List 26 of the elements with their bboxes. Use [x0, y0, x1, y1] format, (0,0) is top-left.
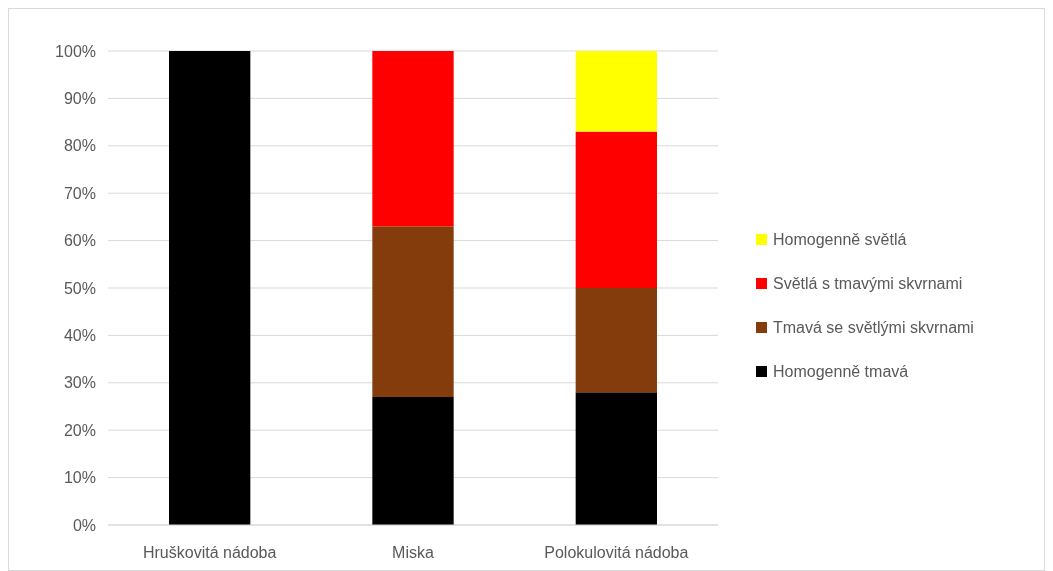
y-tick-label: 0% — [72, 516, 96, 534]
x-tick-label: Hruškovitá nádoba — [142, 544, 277, 561]
y-tick-label: 50% — [63, 279, 96, 297]
bar — [372, 226, 454, 398]
bar — [575, 51, 657, 132]
y-tick-label: 30% — [63, 374, 96, 392]
y-tick-label: 70% — [63, 184, 96, 202]
bar — [372, 397, 454, 525]
y-tick-label: 40% — [63, 327, 96, 344]
y-tick-label: 90% — [63, 90, 96, 107]
x-tick-label: Miska — [392, 544, 434, 561]
legend-label: Homogenně tmavá — [773, 362, 909, 380]
bar — [575, 392, 657, 525]
legend-label: Homogenně světlá — [773, 230, 907, 248]
x-tick-label: Polokulovitá nádoba — [544, 544, 689, 561]
y-tick-label: 60% — [63, 232, 96, 250]
bar — [575, 131, 657, 288]
legend-label: Světlá s tmavými skvrnami — [773, 274, 963, 292]
bar — [575, 288, 657, 393]
bar — [372, 51, 454, 227]
legend-label: Tmavá se světlými skvrnami — [773, 318, 974, 336]
y-tick-label: 80% — [63, 137, 96, 155]
bar — [169, 51, 251, 525]
y-tick-label: 20% — [63, 421, 96, 439]
y-tick-label: 100% — [55, 42, 96, 60]
y-tick-label: 10% — [63, 469, 96, 487]
